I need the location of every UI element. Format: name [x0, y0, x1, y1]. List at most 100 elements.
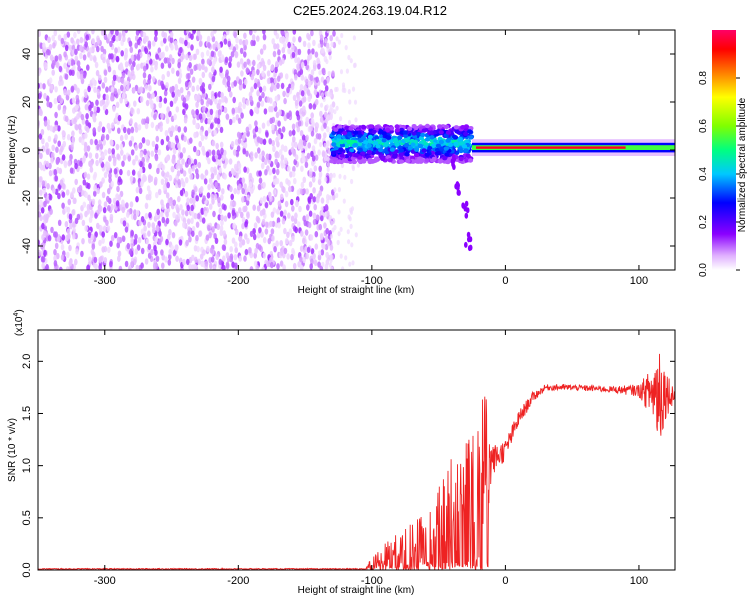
spectrogram-noise-cell	[321, 67, 326, 75]
spectrogram-signal-cell	[344, 125, 350, 131]
y-tick-label: 2.0	[21, 354, 33, 369]
spectrogram-noise-cell	[94, 139, 98, 146]
spectrogram-signal-cell	[451, 134, 458, 139]
spectrogram-signal-cell	[463, 131, 469, 136]
spectrogram-noise-cell	[328, 92, 333, 98]
spectrogram-noise-cell	[299, 68, 304, 76]
spectrogram-signal-cell	[453, 142, 459, 147]
spectrogram-noise-cell	[124, 61, 129, 68]
spectrogram-noise-cell	[301, 152, 305, 159]
spectrogram-signal-cell	[463, 148, 469, 153]
spectrogram-noise-cell	[246, 211, 250, 218]
spectrogram-noise-cell	[67, 59, 72, 66]
spectrogram-noise-cell	[123, 54, 128, 61]
spectrogram-noise-cell	[216, 173, 221, 181]
spectrogram-noise-cell	[325, 144, 329, 150]
spectrogram-noise-cell	[124, 30, 129, 34]
spectrogram-noise-cell	[86, 173, 91, 180]
spectrogram-noise-cell	[160, 40, 164, 47]
spectrogram-signal-cell	[443, 124, 450, 129]
spectrogram-noise-cell	[257, 183, 262, 191]
spectrogram-noise-cell	[161, 254, 165, 261]
spectrogram-noise-cell	[177, 61, 181, 69]
spectrogram-signal-cell	[445, 130, 452, 135]
spectrogram-noise-cell	[317, 261, 321, 268]
spectrogram-noise-cell	[313, 204, 318, 211]
spectrogram-noise-cell	[168, 253, 172, 261]
spectrogram-noise-cell	[262, 34, 267, 41]
spectrogram-noise-cell	[314, 243, 319, 250]
spectrogram-noise-cell	[211, 66, 215, 73]
spectrogram-noise-cell	[50, 226, 54, 234]
spectrogram-signal-cell	[363, 140, 369, 145]
spectrogram-noise-cell	[326, 76, 330, 83]
spectrogram-noise-cell	[274, 158, 279, 165]
spectrogram-noise-cell	[244, 248, 249, 256]
spectrogram-noise-cell	[315, 214, 320, 221]
spectrogram-noise-cell	[211, 140, 216, 147]
spectrogram-noise-cell	[138, 187, 143, 195]
spectrogram-noise-cell	[175, 70, 180, 77]
spectrogram-noise-cell	[321, 151, 326, 158]
spectrogram-noise-cell	[257, 127, 262, 134]
spectrogram-noise-cell	[130, 149, 135, 156]
spectrogram-noise-cell	[123, 126, 127, 134]
spectrogram-signal-cell	[423, 142, 429, 147]
spectrogram-signal-cell	[394, 128, 400, 133]
spectrogram-noise-cell	[40, 207, 45, 214]
spectrogram-noise-cell	[280, 154, 285, 161]
spectrogram-noise-cell	[95, 159, 99, 167]
spectrogram-noise-cell	[87, 194, 91, 201]
spectrogram-noise-cell	[195, 221, 200, 228]
spectrogram-tail-cell	[468, 244, 473, 251]
spectrogram-noise-cell	[110, 86, 115, 93]
spectrogram-noise-cell	[121, 72, 126, 79]
spectrogram-noise-cell	[211, 198, 215, 205]
spectrogram-signal-cell	[424, 137, 430, 142]
spectrogram-noise-cell	[238, 107, 243, 114]
spectrogram-noise-cell	[325, 58, 329, 65]
spectrogram-noise-cell	[230, 167, 235, 175]
spectrogram-noise-cell	[295, 200, 299, 207]
spectrogram-noise-cell	[286, 231, 290, 238]
spectrogram-noise-cell	[292, 150, 297, 157]
spectrogram-noise-cell	[246, 194, 250, 201]
spectrogram-noise-cell	[174, 124, 179, 132]
spectrogram-noise-cell	[71, 136, 76, 143]
spectrogram-noise-cell	[51, 69, 55, 76]
spectrogram-noise-cell	[192, 197, 196, 204]
spectrogram-noise-cell	[235, 76, 240, 84]
spectrogram-noise-cell	[38, 239, 41, 246]
spectrogram-signal-cell	[424, 157, 430, 163]
spectrogram-noise-cell	[307, 42, 311, 49]
spectrogram-noise-cell	[262, 138, 267, 145]
spectrogram-noise-cell	[326, 161, 330, 168]
chart-title: C2E5.2024.263.19.04.R12	[293, 3, 447, 18]
spectrogram-noise-cell	[115, 35, 119, 42]
spectrogram-noise-cell	[91, 37, 95, 45]
spectrogram-signal-cell	[413, 152, 420, 158]
snr-y-label: SNR (10 * v/v)	[7, 418, 18, 482]
spectrogram-noise-cell	[356, 162, 360, 168]
spectrogram-noise-cell	[64, 73, 69, 80]
spectrogram-signal-cell	[443, 146, 449, 151]
spectrogram-noise-cell	[308, 171, 313, 178]
spectrogram-noise-cell	[117, 250, 122, 257]
spectrogram-noise-cell	[251, 34, 256, 41]
spectrogram-noise-cell	[136, 244, 141, 251]
spectrogram-noise-cell	[76, 113, 80, 120]
spectrogram-signal-cell	[330, 150, 337, 155]
spectrogram-noise-cell	[232, 96, 236, 104]
spectrogram-noise-cell	[152, 76, 156, 83]
spectrogram-noise-cell	[261, 91, 265, 99]
spectrogram-noise-cell	[101, 126, 106, 133]
spectrogram-noise-cell	[258, 170, 262, 177]
spectrogram-noise-cell	[170, 44, 174, 51]
spectrogram-noise-cell	[54, 231, 58, 238]
spectrogram-noise-cell	[119, 143, 124, 150]
spectrogram-noise-cell	[249, 266, 254, 270]
spectrogram-noise-cell	[207, 118, 211, 125]
spectrogram-noise-cell	[327, 195, 332, 201]
spectrogram-noise-cell	[103, 201, 108, 208]
spectrogram-noise-cell	[198, 113, 203, 120]
